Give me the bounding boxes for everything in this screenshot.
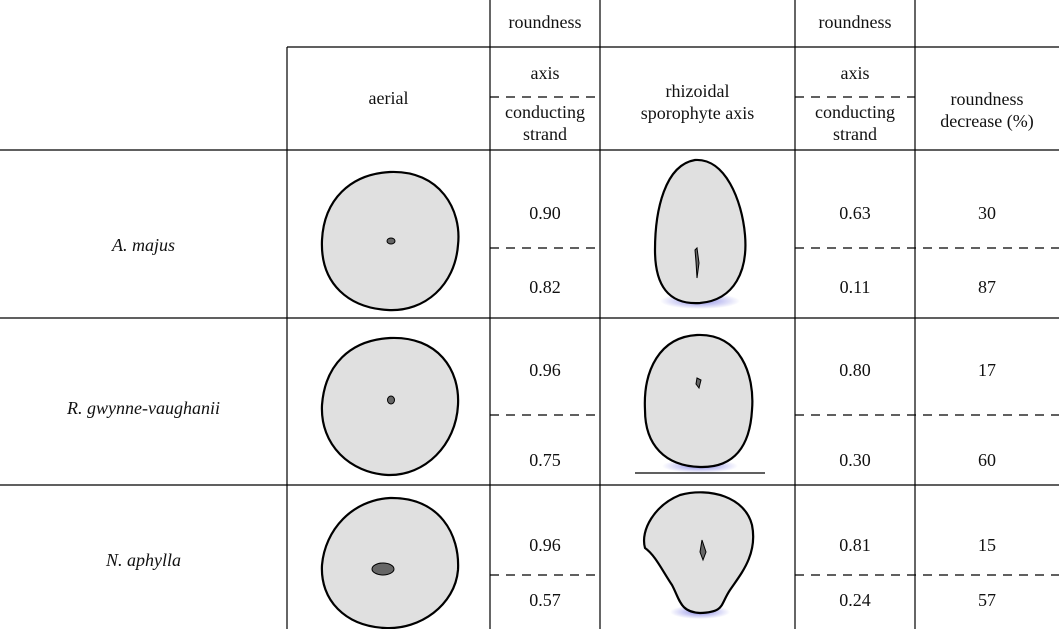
aerial-value: 0.96 bbox=[529, 360, 561, 380]
decrease-value: 60 bbox=[978, 450, 996, 470]
rhizoidal-value: 0.30 bbox=[839, 450, 871, 470]
column-header: conducting strand bbox=[815, 102, 895, 144]
rhizoidal-value: 0.63 bbox=[839, 203, 871, 223]
aerial-value: 0.75 bbox=[529, 450, 561, 470]
aerial-value: 0.96 bbox=[529, 535, 561, 555]
column-header: axis bbox=[530, 63, 560, 83]
aerial-value: 0.90 bbox=[529, 203, 561, 223]
rhizoidal-value: 0.24 bbox=[839, 590, 871, 610]
rhizoidal-value: 0.80 bbox=[839, 360, 871, 380]
column-header: conducting strand bbox=[505, 102, 585, 144]
rhizoidal-value: 0.81 bbox=[839, 535, 871, 555]
column-header: roundness decrease (%) bbox=[940, 89, 1034, 131]
cross-sections bbox=[320, 158, 755, 629]
aerial-value: 0.82 bbox=[529, 277, 561, 297]
aerial-value: 0.57 bbox=[529, 590, 561, 610]
species-name: A. majus bbox=[112, 235, 175, 255]
rhizoidal-value: 0.11 bbox=[839, 277, 871, 297]
decrease-value: 57 bbox=[978, 590, 996, 610]
decrease-value: 17 bbox=[978, 360, 996, 380]
column-header: axis bbox=[840, 63, 870, 83]
decrease-value: 30 bbox=[978, 203, 996, 223]
species-name: R. gwynne-vaughanii bbox=[67, 398, 220, 418]
column-header: aerial bbox=[368, 88, 409, 108]
column-header: rhizoidal sporophyte axis bbox=[640, 81, 755, 123]
decrease-value: 15 bbox=[978, 535, 996, 555]
header-label: roundness bbox=[508, 12, 582, 32]
decrease-value: 87 bbox=[978, 277, 996, 297]
header-label: roundness bbox=[818, 12, 892, 32]
species-name: N. aphylla bbox=[106, 550, 181, 570]
